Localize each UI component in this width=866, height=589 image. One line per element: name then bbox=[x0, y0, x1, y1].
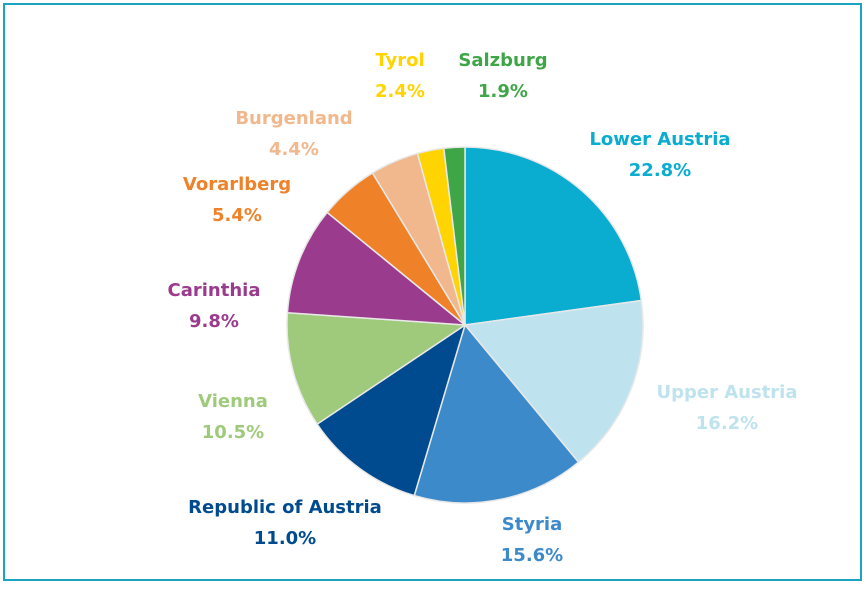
slice-name: Carinthia bbox=[168, 280, 261, 301]
slice-value: 2.4% bbox=[375, 81, 425, 102]
slice-name: Salzburg bbox=[458, 50, 547, 71]
slice-value: 10.5% bbox=[202, 422, 264, 443]
slice-value: 5.4% bbox=[212, 205, 262, 226]
slice-value: 4.4% bbox=[269, 139, 319, 160]
slice-value: 9.8% bbox=[189, 311, 239, 332]
pie-slice bbox=[463, 299, 644, 464]
slice-name: Styria bbox=[502, 514, 563, 535]
pie-slice bbox=[316, 323, 467, 497]
slice-value: 16.2% bbox=[696, 413, 758, 434]
slice-value: 1.9% bbox=[478, 81, 528, 102]
slice-name: Upper Austria bbox=[657, 382, 798, 403]
slice-name: Republic of Austria bbox=[188, 497, 382, 518]
slice-value: 22.8% bbox=[629, 160, 691, 181]
slice-name: Vienna bbox=[198, 391, 268, 412]
pie-slice bbox=[442, 146, 466, 326]
slice-value: 11.0% bbox=[254, 528, 316, 549]
slice-name: Vorarlberg bbox=[183, 174, 291, 195]
slice-name: Burgenland bbox=[235, 108, 352, 129]
slice-name: Tyrol bbox=[375, 50, 424, 71]
slice-value: 15.6% bbox=[501, 545, 563, 566]
pie-slice bbox=[413, 323, 580, 504]
slice-name: Lower Austria bbox=[589, 129, 730, 150]
pie-slice bbox=[464, 146, 643, 326]
pie-slice bbox=[286, 311, 468, 426]
pie-slice bbox=[286, 211, 468, 326]
